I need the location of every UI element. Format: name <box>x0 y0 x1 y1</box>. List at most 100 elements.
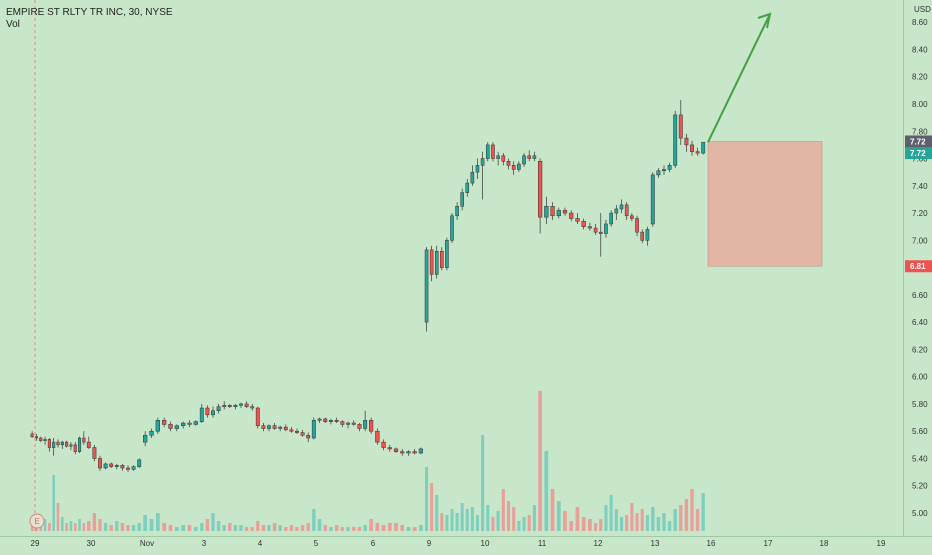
candle[interactable] <box>222 405 227 407</box>
candle[interactable] <box>306 435 311 439</box>
candle[interactable] <box>506 161 511 166</box>
candle[interactable] <box>187 422 192 425</box>
candle[interactable] <box>624 204 629 217</box>
projection-arrow[interactable] <box>707 13 771 143</box>
candle[interactable] <box>283 426 288 431</box>
candle[interactable] <box>98 458 102 469</box>
candle[interactable] <box>412 451 417 454</box>
candle[interactable] <box>103 463 108 469</box>
candle[interactable] <box>695 151 700 154</box>
candle[interactable] <box>619 204 624 210</box>
candle[interactable] <box>460 192 464 207</box>
candle[interactable] <box>317 418 322 421</box>
candle[interactable] <box>168 424 173 429</box>
candle[interactable] <box>501 155 506 162</box>
candle[interactable] <box>77 437 82 452</box>
candle[interactable] <box>114 465 119 467</box>
candle[interactable] <box>581 220 586 227</box>
candle[interactable] <box>193 421 198 425</box>
candle[interactable] <box>205 407 210 416</box>
candle[interactable] <box>346 422 351 425</box>
candle[interactable] <box>255 407 260 426</box>
earnings-marker[interactable] <box>29 513 45 529</box>
candle[interactable] <box>690 144 694 152</box>
candle[interactable] <box>450 215 454 241</box>
candle[interactable] <box>162 420 167 425</box>
candle[interactable] <box>295 430 299 433</box>
volume-label[interactable]: Vol <box>6 19 20 30</box>
candle[interactable] <box>120 465 125 469</box>
candle[interactable] <box>455 206 459 217</box>
candle[interactable] <box>387 447 392 450</box>
candle[interactable] <box>429 249 434 275</box>
candle[interactable] <box>635 218 639 233</box>
candle[interactable] <box>216 406 221 412</box>
candle[interactable] <box>445 240 449 268</box>
candle[interactable] <box>278 426 283 429</box>
candle[interactable] <box>381 441 386 448</box>
candle[interactable] <box>537 161 543 218</box>
candle[interactable] <box>155 420 160 432</box>
candle[interactable] <box>250 406 255 409</box>
candle[interactable] <box>532 155 537 159</box>
candle[interactable] <box>609 212 613 225</box>
candle[interactable] <box>480 158 485 166</box>
candle[interactable] <box>684 137 689 146</box>
candle[interactable] <box>34 436 39 439</box>
candle[interactable] <box>434 250 439 275</box>
candle[interactable] <box>491 144 495 159</box>
candle[interactable] <box>56 441 60 446</box>
candle[interactable] <box>261 425 266 429</box>
candle[interactable] <box>645 229 650 241</box>
candle[interactable] <box>137 459 142 467</box>
candle[interactable] <box>465 182 470 193</box>
candle[interactable] <box>544 206 549 218</box>
candle[interactable] <box>39 437 43 441</box>
stop-loss-zone[interactable] <box>707 141 823 267</box>
candle[interactable] <box>73 444 77 452</box>
candle[interactable] <box>328 420 333 422</box>
candle[interactable] <box>211 410 215 416</box>
candle[interactable] <box>43 439 47 441</box>
candle[interactable] <box>650 174 655 225</box>
candle[interactable] <box>556 210 561 217</box>
candle[interactable] <box>598 231 603 234</box>
candle[interactable] <box>363 420 368 429</box>
candle[interactable] <box>575 218 580 222</box>
candle[interactable] <box>475 165 480 173</box>
candle[interactable] <box>511 165 516 170</box>
candle[interactable] <box>656 170 661 176</box>
candle[interactable] <box>424 249 429 323</box>
candle[interactable] <box>227 405 232 407</box>
candle[interactable] <box>69 444 73 447</box>
candle[interactable] <box>630 215 634 219</box>
candle[interactable] <box>522 155 526 165</box>
candle[interactable] <box>517 163 521 170</box>
candle[interactable] <box>400 451 405 454</box>
candle[interactable] <box>143 435 148 443</box>
candle[interactable] <box>351 422 356 425</box>
candle[interactable] <box>604 223 608 234</box>
candle[interactable] <box>311 420 316 439</box>
candle[interactable] <box>149 430 154 436</box>
candle[interactable] <box>496 155 500 159</box>
candle[interactable] <box>126 467 130 470</box>
candle[interactable] <box>30 433 34 437</box>
candle[interactable] <box>289 429 294 432</box>
candle[interactable] <box>86 441 91 448</box>
candle[interactable] <box>323 418 328 422</box>
candle[interactable] <box>199 407 204 422</box>
candle[interactable] <box>82 437 86 443</box>
candle[interactable] <box>52 441 56 448</box>
candle[interactable] <box>569 212 574 219</box>
candle[interactable] <box>485 144 490 159</box>
candle[interactable] <box>267 425 271 429</box>
candle[interactable] <box>334 420 339 422</box>
candle[interactable] <box>393 448 399 452</box>
candle[interactable] <box>340 421 345 425</box>
candle[interactable] <box>109 463 114 467</box>
candle[interactable] <box>550 206 555 217</box>
symbol-title[interactable]: EMPIRE ST RLTY TR INC, 30, NYSE <box>6 7 173 18</box>
